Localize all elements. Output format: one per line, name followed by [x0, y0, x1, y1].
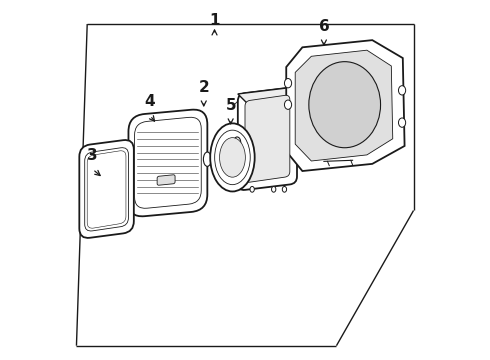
Polygon shape [286, 40, 405, 171]
Ellipse shape [398, 118, 406, 127]
Text: 1: 1 [209, 13, 220, 28]
Polygon shape [238, 87, 311, 108]
Ellipse shape [210, 123, 255, 192]
PathPatch shape [238, 87, 297, 190]
Ellipse shape [271, 186, 276, 192]
Text: 5: 5 [225, 98, 236, 113]
Ellipse shape [220, 138, 245, 177]
Ellipse shape [250, 186, 254, 192]
Ellipse shape [309, 62, 381, 148]
PathPatch shape [135, 117, 201, 208]
PathPatch shape [245, 95, 290, 182]
Ellipse shape [282, 186, 287, 192]
PathPatch shape [128, 109, 207, 216]
Ellipse shape [285, 100, 292, 109]
Ellipse shape [215, 130, 250, 185]
Text: 4: 4 [145, 94, 155, 109]
PathPatch shape [87, 151, 126, 228]
PathPatch shape [157, 175, 175, 185]
PathPatch shape [85, 148, 128, 231]
Ellipse shape [203, 152, 211, 166]
Ellipse shape [398, 86, 406, 95]
Text: 2: 2 [198, 80, 209, 95]
Text: 3: 3 [87, 148, 98, 163]
Text: 6: 6 [318, 19, 329, 34]
Ellipse shape [285, 78, 292, 88]
Polygon shape [295, 50, 393, 161]
PathPatch shape [79, 140, 134, 238]
Ellipse shape [234, 137, 241, 148]
